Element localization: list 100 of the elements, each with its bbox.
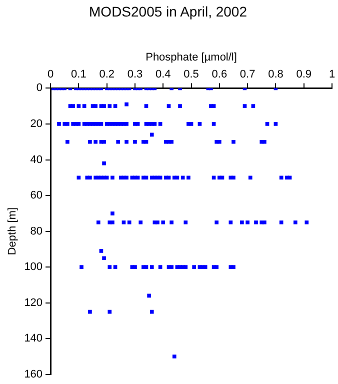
point xyxy=(127,220,132,224)
y-axis-title: Depth [m] xyxy=(6,207,19,256)
point xyxy=(57,122,61,126)
point xyxy=(104,176,109,180)
point xyxy=(248,176,252,180)
point xyxy=(94,104,98,108)
point xyxy=(294,220,298,224)
point xyxy=(144,140,148,144)
point xyxy=(184,265,188,269)
point xyxy=(66,122,70,126)
point xyxy=(158,176,162,180)
point xyxy=(262,140,266,144)
x-tick-label: 0.6 xyxy=(212,68,228,81)
point xyxy=(279,220,284,224)
point xyxy=(116,140,120,144)
y-tick-label: 0 xyxy=(36,82,43,94)
point xyxy=(214,265,219,269)
point xyxy=(178,104,182,108)
point xyxy=(122,220,126,224)
point xyxy=(156,220,160,224)
point xyxy=(124,176,128,180)
point xyxy=(102,104,106,108)
point xyxy=(240,220,244,224)
y-tick-label: 20 xyxy=(30,118,43,130)
x-axis-title: Phosphate [µmol/l] xyxy=(146,51,237,64)
point xyxy=(228,220,233,224)
point xyxy=(110,176,114,180)
point xyxy=(251,104,256,108)
point xyxy=(113,104,118,108)
point xyxy=(242,104,247,108)
x-tick-label: 0.1 xyxy=(71,68,86,81)
point xyxy=(144,265,148,269)
point xyxy=(102,256,106,260)
point xyxy=(262,220,266,224)
point xyxy=(144,176,148,180)
point xyxy=(192,265,196,269)
point xyxy=(246,220,250,224)
point xyxy=(71,104,75,108)
point xyxy=(94,140,98,144)
point xyxy=(158,265,162,269)
x-tick-label: 0.3 xyxy=(127,68,143,81)
y-tick-label: 160 xyxy=(24,368,43,380)
point xyxy=(232,140,236,144)
point xyxy=(180,176,185,180)
x-tick-label: 0.8 xyxy=(268,68,284,81)
point xyxy=(166,104,171,108)
point xyxy=(124,140,128,144)
point xyxy=(133,140,137,144)
point xyxy=(102,161,106,166)
point xyxy=(66,140,70,144)
point xyxy=(108,104,112,108)
point xyxy=(198,122,202,126)
point xyxy=(96,220,100,224)
point xyxy=(184,220,188,224)
point xyxy=(88,176,92,180)
point xyxy=(152,122,157,126)
point xyxy=(175,176,180,180)
y-tick-label: 60 xyxy=(30,190,43,202)
x-tick-label: 0.2 xyxy=(99,68,114,81)
point xyxy=(80,265,84,269)
point xyxy=(76,122,81,126)
point xyxy=(189,122,194,126)
point xyxy=(99,249,104,253)
point xyxy=(108,265,112,269)
point xyxy=(113,265,118,269)
point xyxy=(76,104,81,108)
point xyxy=(136,176,140,180)
y-tick-label: 140 xyxy=(24,332,43,345)
point xyxy=(265,122,270,126)
point xyxy=(232,176,236,180)
point xyxy=(170,220,174,224)
y-tick-label: 40 xyxy=(30,154,43,166)
point xyxy=(254,220,258,224)
point xyxy=(136,122,140,126)
point xyxy=(76,176,81,180)
point xyxy=(150,310,154,314)
point xyxy=(99,122,104,126)
y-tick-label: 100 xyxy=(24,261,43,274)
point xyxy=(124,102,128,106)
y-tick-label: 120 xyxy=(24,296,43,309)
x-tick-label: 0.7 xyxy=(240,68,256,81)
point xyxy=(212,176,216,180)
point xyxy=(232,265,236,269)
point xyxy=(138,220,143,224)
point xyxy=(274,122,278,126)
chart-title: MODS2005 in April, 2002 xyxy=(89,3,248,20)
point xyxy=(212,122,216,126)
point xyxy=(172,354,176,358)
point xyxy=(186,176,190,180)
point xyxy=(88,310,92,314)
point xyxy=(218,140,222,144)
point xyxy=(166,176,171,180)
x-tick-label: 0.5 xyxy=(184,68,199,81)
x-tick-label: 0.9 xyxy=(296,68,312,81)
point xyxy=(170,140,174,144)
x-tick-label: 0.4 xyxy=(155,68,171,81)
x-tick-label: 1 xyxy=(328,68,336,81)
point xyxy=(170,265,174,269)
point xyxy=(288,176,292,180)
point xyxy=(304,220,309,224)
